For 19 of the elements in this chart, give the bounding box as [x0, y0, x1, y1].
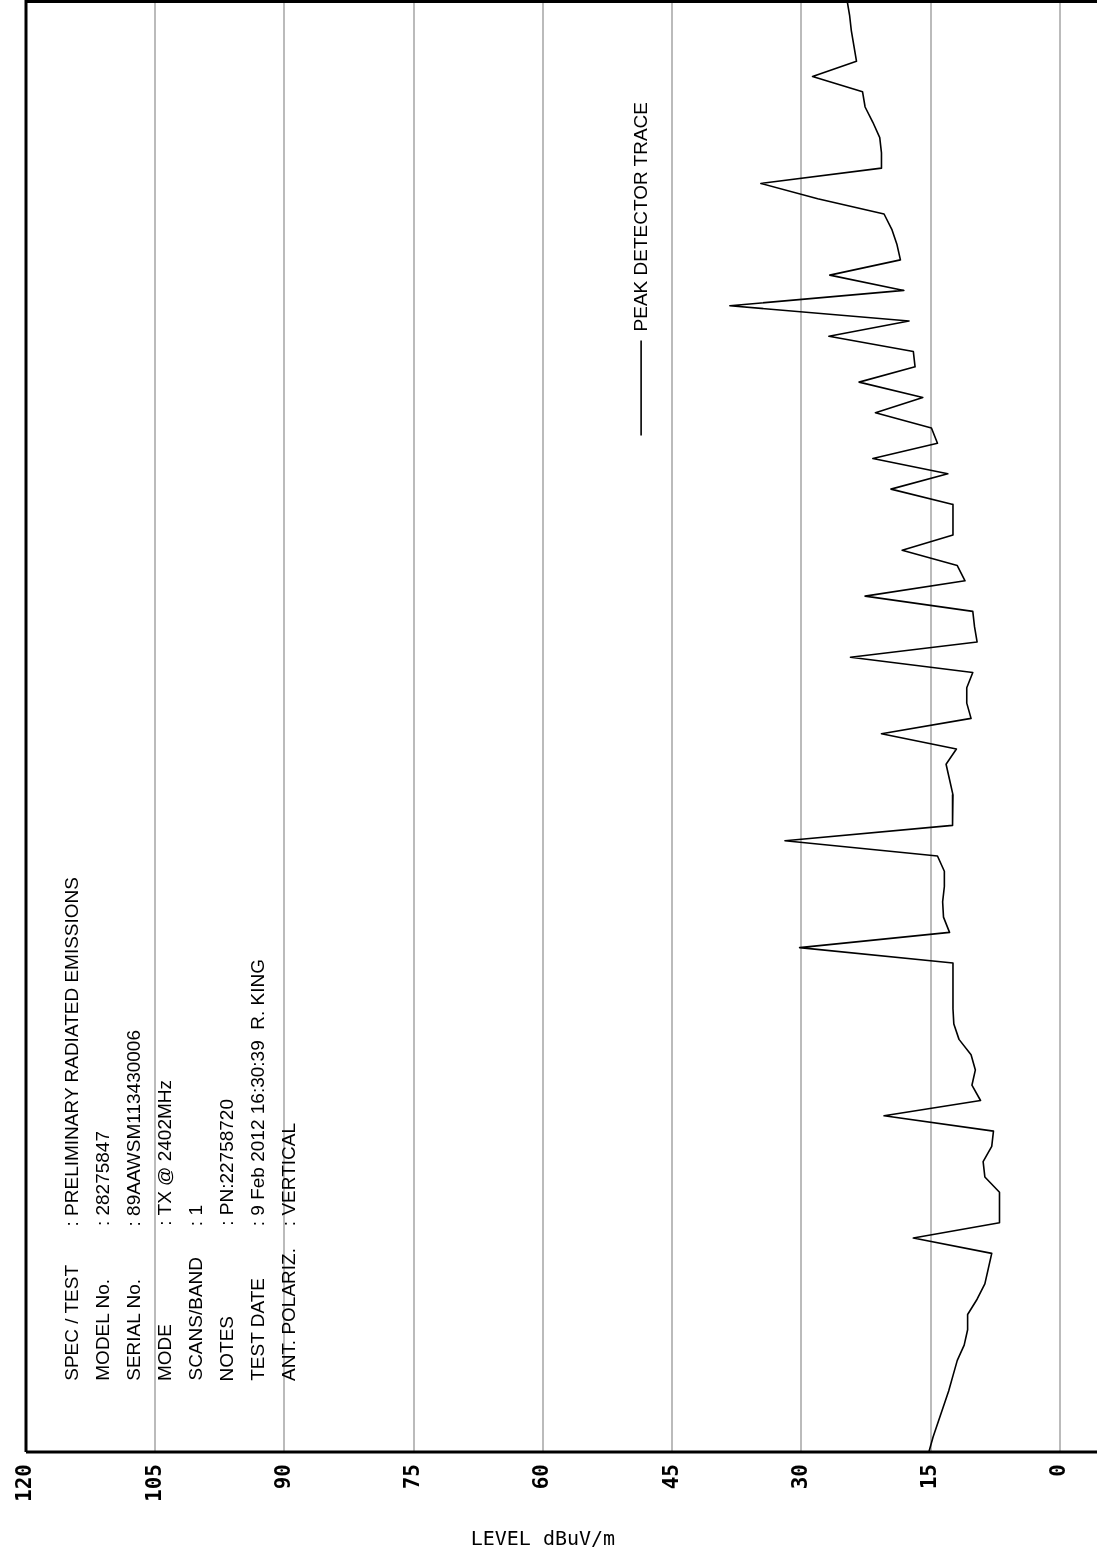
text: MODEL No. : 28275847: [92, 1131, 113, 1381]
text: SERIAL No. : 89AAWSM113430006: [123, 1030, 144, 1381]
text: SPEC / TEST : PRELIMINARY RADIATED EMISSIONS: [61, 877, 82, 1381]
x-tick-label: 60: [529, 1464, 554, 1490]
x-tick-label: 45: [658, 1464, 683, 1490]
x-axis-title: LEVEL dBuV/m: [470, 1526, 616, 1551]
x-tick-label: 120: [12, 1464, 37, 1503]
x-tick-label: 15: [917, 1464, 942, 1490]
x-tick-label: 90: [270, 1464, 295, 1490]
text: SCANS/BAND : 1: [185, 1205, 206, 1381]
x-tick-label: 30: [787, 1464, 812, 1490]
annotation: ANT. POLARIZ. : VERTICAL: [278, 1123, 300, 1382]
x-tick-label: 105: [141, 1464, 166, 1503]
text: MODE : TX @ 2402MHz: [154, 1080, 175, 1382]
text: NOTES : PN:22758720: [216, 1099, 237, 1382]
text: TEST DATE : 9 Feb 2012 16:30:39 R. KING: [247, 959, 268, 1381]
text: PEAK DETECTOR TRACE: [630, 101, 653, 332]
x-tick-label: 0: [1046, 1464, 1071, 1477]
x-tick-label: 75: [400, 1464, 425, 1490]
